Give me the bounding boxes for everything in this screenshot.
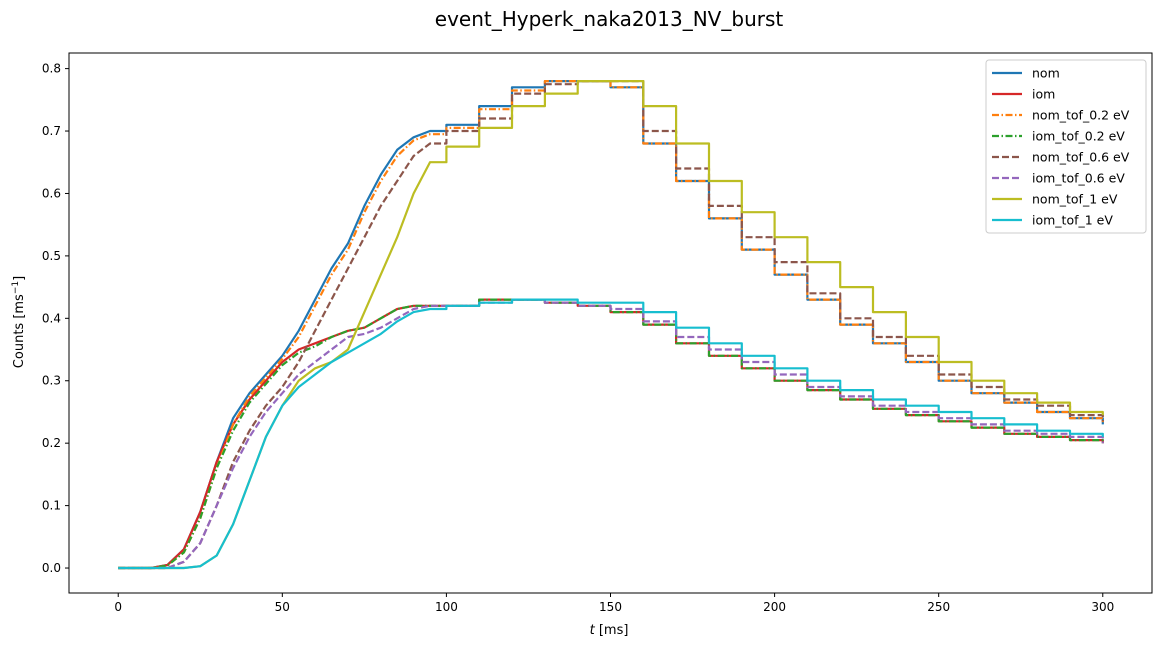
y-tick-label: 0.4 [42,311,61,325]
legend-label-0: nom [1032,66,1060,81]
y-axis-label-main: Counts [ms [12,294,27,368]
y-axis-label-close: ] [12,276,27,281]
x-tick-label: 150 [599,600,622,614]
plot-area [68,52,1153,594]
legend: nom iom nom_tof_0.2 eV iom_tof_0.2 eV nom_to… [985,59,1147,234]
legend-label-3: iom_tof_0.2 eV [1032,129,1125,144]
x-tick-label: 300 [1091,600,1114,614]
y-tick-label: 0.6 [42,186,61,200]
x-tick-label: 100 [435,600,458,614]
y-tick-label: 0.3 [42,374,61,388]
y-tick-label: 0.0 [42,561,61,575]
y-tick-label: 0.1 [42,499,61,513]
legend-label-5: iom_tof_0.6 eV [1032,171,1125,186]
series-layer [118,80,1104,570]
series-line-5 [118,298,1104,570]
x-tick-label: 250 [927,600,950,614]
x-axis-label-var: t [590,623,596,638]
chart-title: event_Hyperk_naka2013_NV_burst [435,7,784,31]
series-line-7 [118,298,1104,570]
y-tick-label: 0.7 [42,124,61,138]
legend-label-1: iom [1032,87,1055,102]
y-tick-label: 0.8 [42,62,61,76]
y-axis-label-exponent: −1 [11,281,21,294]
x-axis-label: t [ms] [590,623,629,638]
y-axis-label: Counts [ms−1] [11,276,27,368]
series-line-2 [118,80,1104,570]
series-line-6 [118,80,1104,570]
legend-label-4: nom_tof_0.6 eV [1032,150,1130,165]
x-tick-label: 200 [763,600,786,614]
y-tick-label: 0.2 [42,436,61,450]
x-tick-label: 50 [275,600,290,614]
x-axis: 0 50 100 150 200 250 300 [114,593,1114,614]
x-axis-label-unit: [ms] [599,623,629,638]
y-axis: 0.0 0.1 0.2 0.3 0.4 0.5 0.6 0.7 0.8 [42,62,69,575]
legend-label-7: iom_tof_1 eV [1032,213,1113,228]
y-tick-label: 0.5 [42,249,61,263]
legend-label-2: nom_tof_0.2 eV [1032,108,1130,123]
x-tick-label: 0 [114,600,122,614]
legend-box [985,59,1147,234]
legend-label-6: nom_tof_1 eV [1032,192,1118,207]
